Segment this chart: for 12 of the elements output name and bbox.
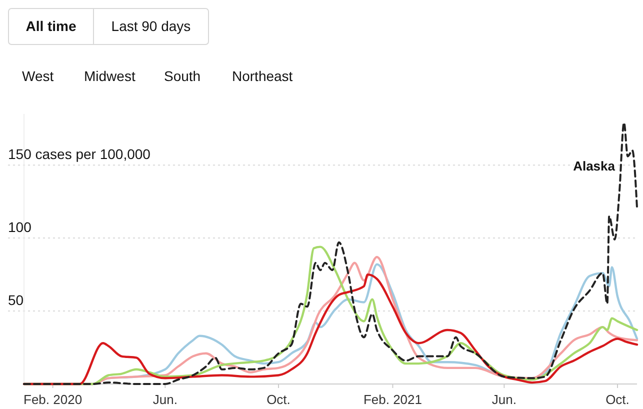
x-tick-label: Oct.: [606, 392, 630, 407]
y-tick-label: 150 cases per 100,000: [8, 146, 151, 162]
x-tick-label: Feb. 2020: [24, 392, 82, 407]
x-tick-label: Feb. 2021: [363, 392, 422, 407]
y-tick-label: 50: [8, 292, 24, 308]
series-label: Alaska: [573, 158, 616, 174]
x-tick-label: Jun.: [492, 392, 516, 407]
x-tick-label: Jun.: [152, 392, 178, 407]
region-tabs: West Midwest South Northeast: [22, 68, 293, 84]
x-tick-label: Oct.: [266, 392, 290, 407]
view-toggle: All time Last 90 days: [8, 8, 209, 45]
y-tick-label: 100: [8, 219, 32, 236]
